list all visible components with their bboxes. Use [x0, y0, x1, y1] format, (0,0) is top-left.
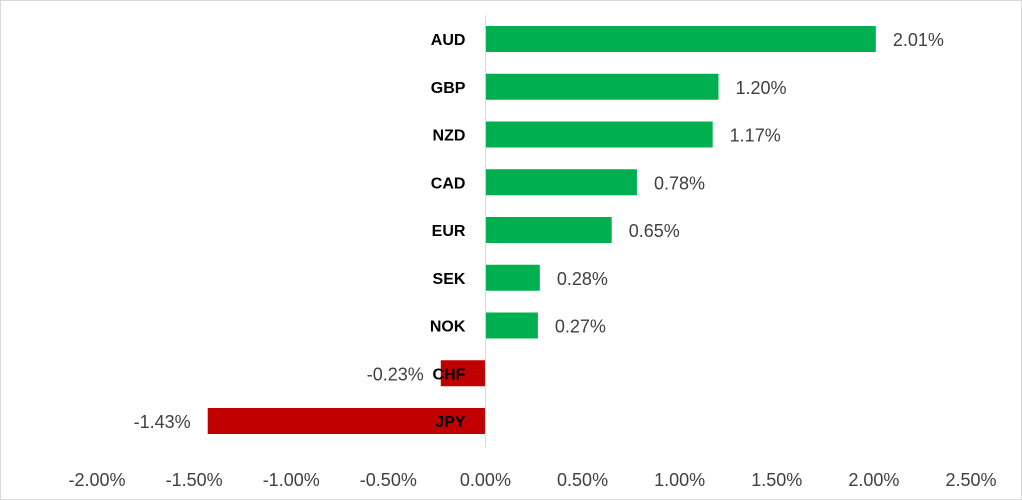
data-label: 0.65%	[629, 221, 680, 241]
bar-gbp	[485, 73, 719, 100]
x-tick-label: -0.50%	[360, 470, 417, 490]
category-label: AUD	[431, 32, 466, 49]
category-label: NOK	[430, 319, 466, 336]
bar-nzd	[485, 121, 713, 148]
x-tick-label: -2.00%	[68, 470, 125, 490]
category-label: JPY	[435, 414, 466, 431]
x-tick-label: 2.50%	[945, 470, 996, 490]
bar-jpy	[207, 408, 486, 434]
bar-cad	[485, 169, 637, 196]
bar-eur	[485, 217, 612, 243]
x-tick-label: 0.00%	[460, 470, 511, 490]
category-label: EUR	[432, 223, 466, 240]
x-tick-label: 1.00%	[654, 470, 705, 490]
x-tick-label: -1.00%	[263, 470, 320, 490]
category-label: CHF	[433, 366, 466, 383]
data-label: -1.43%	[134, 412, 191, 432]
data-label: 1.20%	[736, 78, 787, 98]
category-label: SEK	[433, 271, 466, 288]
bar-sek	[485, 264, 540, 291]
data-label: 0.28%	[557, 269, 608, 289]
x-tick-label: 1.50%	[751, 470, 802, 490]
category-label: CAD	[431, 175, 466, 192]
bar-aud	[485, 26, 876, 52]
x-tick-label: 0.50%	[557, 470, 608, 490]
data-label: 1.17%	[730, 126, 781, 146]
category-label: NZD	[433, 128, 466, 145]
x-tick-label: 2.00%	[848, 470, 899, 490]
x-tick-label: -1.50%	[166, 470, 223, 490]
bar-nok	[485, 312, 538, 339]
data-label: -0.23%	[367, 364, 424, 384]
data-label: 0.27%	[555, 317, 606, 337]
data-label: 2.01%	[893, 30, 944, 50]
data-label: 0.78%	[654, 173, 705, 193]
bar-chf	[440, 360, 486, 387]
category-label: GBP	[431, 80, 466, 97]
